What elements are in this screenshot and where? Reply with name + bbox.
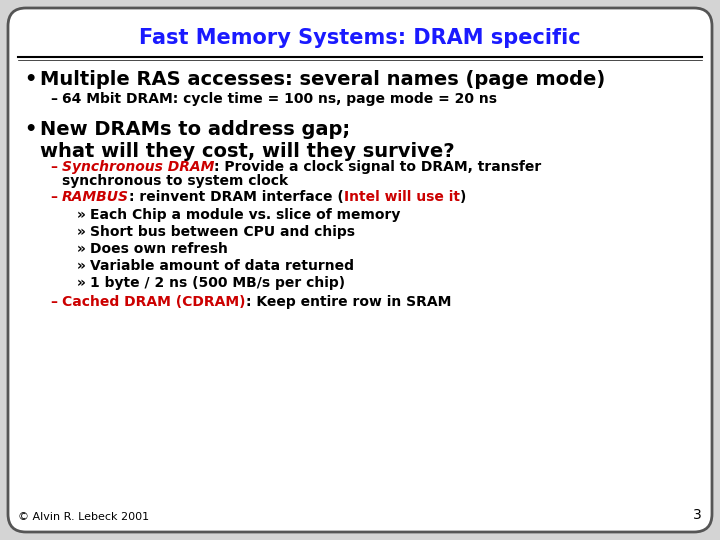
Text: –: – <box>50 160 57 174</box>
Text: synchronous to system clock: synchronous to system clock <box>62 174 288 188</box>
Text: ): ) <box>460 190 466 204</box>
Text: : Keep entire row in SRAM: : Keep entire row in SRAM <box>246 295 451 309</box>
Text: Cached DRAM (CDRAM): Cached DRAM (CDRAM) <box>62 295 246 309</box>
Text: Variable amount of data returned: Variable amount of data returned <box>90 259 354 273</box>
Text: 1 byte / 2 ns (500 MB/s per chip): 1 byte / 2 ns (500 MB/s per chip) <box>90 276 345 290</box>
Text: New DRAMs to address gap;
what will they cost, will they survive?: New DRAMs to address gap; what will they… <box>40 120 454 161</box>
Text: –: – <box>50 295 57 309</box>
Text: : Provide a clock signal to DRAM, transfer: : Provide a clock signal to DRAM, transf… <box>215 160 541 174</box>
Text: 3: 3 <box>693 508 702 522</box>
Text: –: – <box>50 92 57 106</box>
Text: Short bus between CPU and chips: Short bus between CPU and chips <box>90 225 355 239</box>
Text: »: » <box>77 259 86 273</box>
FancyBboxPatch shape <box>8 8 712 532</box>
Text: »: » <box>77 242 86 256</box>
Text: : reinvent DRAM interface (: : reinvent DRAM interface ( <box>129 190 343 204</box>
Text: »: » <box>77 208 86 222</box>
Text: Synchronous DRAM: Synchronous DRAM <box>62 160 215 174</box>
Text: 64 Mbit DRAM: cycle time = 100 ns, page mode = 20 ns: 64 Mbit DRAM: cycle time = 100 ns, page … <box>62 92 497 106</box>
Text: •: • <box>24 70 37 89</box>
Text: © Alvin R. Lebeck 2001: © Alvin R. Lebeck 2001 <box>18 512 149 522</box>
Text: Fast Memory Systems: DRAM specific: Fast Memory Systems: DRAM specific <box>139 28 581 48</box>
Text: Does own refresh: Does own refresh <box>90 242 228 256</box>
Text: –: – <box>50 190 57 204</box>
Text: •: • <box>24 120 37 139</box>
Text: RAMBUS: RAMBUS <box>62 190 129 204</box>
Text: Intel will use it: Intel will use it <box>343 190 460 204</box>
Text: »: » <box>77 276 86 290</box>
Text: »: » <box>77 225 86 239</box>
Text: Each Chip a module vs. slice of memory: Each Chip a module vs. slice of memory <box>90 208 400 222</box>
Text: Multiple RAS accesses: several names (page mode): Multiple RAS accesses: several names (pa… <box>40 70 606 89</box>
